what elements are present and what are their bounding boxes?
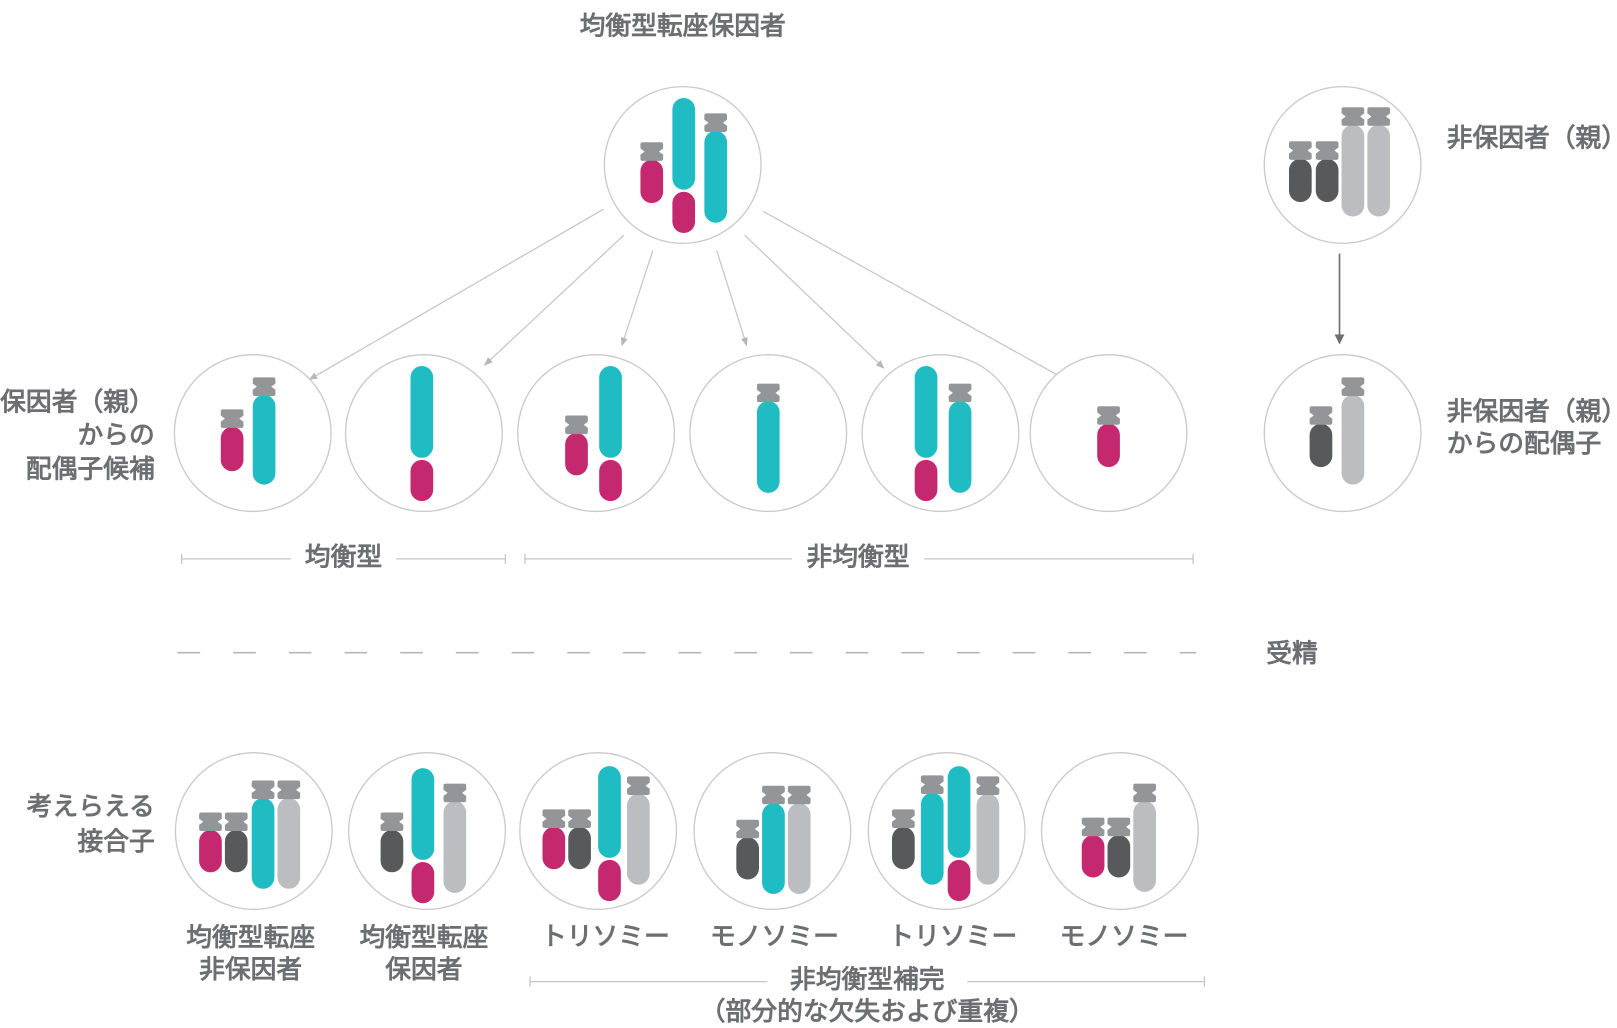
zygote-label: 均衡型転座 [186,923,315,953]
chromosome-arm [410,460,433,501]
chromosome-arm [252,798,275,889]
shapes [174,87,1421,987]
zygote-label: 保因者 [384,955,462,985]
group-label: 均衡型 [305,542,382,572]
chromosome-arm [381,830,404,872]
side-label: 非保因者（親） [1447,124,1617,154]
zygote-label: トリソミー [541,922,670,952]
row-label: 接合子 [77,827,155,857]
chromosome-arm [542,827,565,869]
chromosome-arm [704,131,727,223]
title: 均衡型転座保因者 [580,11,786,41]
chromosome-arm [1289,159,1312,202]
chromosome-arm [1342,125,1365,217]
chromosome-arm [1342,395,1365,485]
arrow [622,251,653,346]
chromosome-arm [443,801,466,893]
zygote-label: モノソミー [1060,922,1189,952]
zygote-label: モノソミー [710,922,839,952]
chromosome-arm [568,827,591,869]
chromosome-arm [599,366,622,458]
arrow [309,209,603,379]
chromosome-arm [565,433,588,475]
chromosome-arm [1108,835,1131,877]
chromosome-arm [599,460,622,501]
fertilization-label: 受精 [1266,638,1318,669]
diagram: 均衡型転座保因者 保因者（親） からの 配偶子候補 均衡型 非均衡型 非保因者（… [0,0,1617,1028]
page: 均衡型転座保因者 保因者（親） からの 配偶子候補 均衡型 非均衡型 非保因者（… [0,0,1617,1028]
chromosome-arm [1082,835,1105,877]
chromosome-arm [1310,424,1333,467]
chromosome-arm [598,766,621,858]
chromosome-arm [1367,125,1390,217]
chromosome-arm [1133,801,1156,892]
row-label: 配偶子候補 [26,455,155,485]
chromosome-arm [1316,159,1339,202]
row-label: からの [77,421,154,451]
chromosome-arm [892,827,915,869]
chromosome-arm [921,793,944,885]
chromosome-arm [412,862,435,903]
arrow [717,251,747,346]
chromosome-arm [598,860,621,901]
chromosome-arm [915,460,938,501]
chromosome-arm [277,798,300,889]
chromosome-arm [672,98,695,190]
arrow [485,235,624,365]
chromosome-arm [221,427,244,471]
chromosome-arm [762,803,785,894]
arrow [745,235,884,368]
chromosome-arm [1097,424,1120,467]
zygote-label: トリソミー [888,922,1017,952]
chromosome-arm [736,837,759,879]
chromosome-arm [915,366,938,458]
chromosome-arm [672,192,695,233]
zygote-label: 均衡型転座 [359,923,488,953]
chromosome-arm [788,803,811,894]
chromosome-arm [757,401,780,493]
side-label: 非保因者（親） [1447,397,1617,427]
chromosome-arm [949,401,972,493]
chromosome-arm [253,395,276,485]
side-label: からの配偶子 [1447,429,1602,459]
chromosome-arm [627,794,650,885]
cell [862,355,1019,512]
chromosome-arm [948,860,971,901]
chromosome-arm [199,830,222,872]
group-label: 非均衡型 [806,542,909,572]
row-label: 保因者（親） [0,388,155,418]
chromosome-arm [412,768,435,860]
chromosome-arm [948,766,971,858]
row-label: 考えらえる [26,792,155,822]
chromosome-arm [410,366,433,458]
zygote-label: 非保因者 [199,955,302,985]
group-label: 非均衡型補完 [790,965,945,995]
cell [518,355,675,512]
chromosome-arm [977,794,1000,885]
cell [868,753,1025,910]
chromosome-arm [640,160,663,203]
group-label: （部分的な欠失および重複） [700,996,1035,1027]
chromosome-arm [225,830,248,872]
